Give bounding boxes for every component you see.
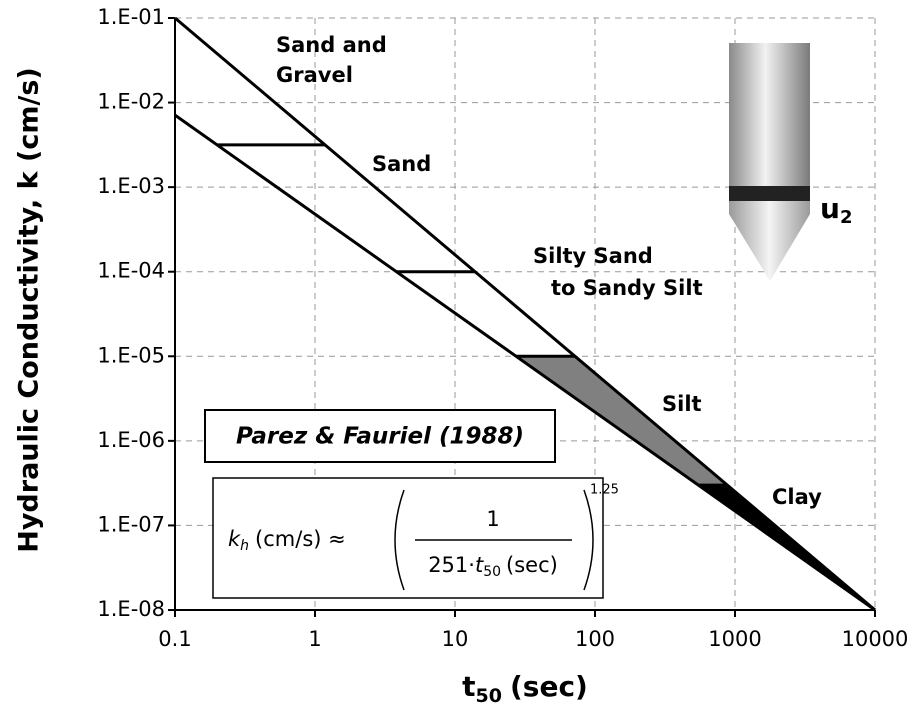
formula-k-sub: h	[240, 538, 249, 554]
probe-filter	[729, 186, 810, 201]
x-axis-label-sub: 50	[476, 685, 502, 707]
y-tick-label: 1.E-03	[97, 174, 165, 198]
zone-label: Sand and	[276, 33, 387, 57]
x-tick-label: 0.1	[158, 627, 191, 651]
y-tick-label: 1.E-07	[97, 512, 165, 536]
paren-left	[394, 489, 405, 591]
y-tick-label: 1.E-02	[97, 90, 165, 114]
probe-icon	[729, 43, 810, 281]
probe-label-main: u	[820, 192, 840, 225]
x-tick-label: 1000	[708, 627, 761, 651]
reference-box	[204, 409, 556, 463]
zone-label: Silty Sand	[533, 244, 653, 268]
x-axis-label-rest: (sec)	[510, 670, 588, 703]
zone-label: Clay	[772, 485, 822, 509]
zone-label: Sand	[372, 152, 431, 176]
probe-label: u2	[820, 192, 852, 228]
zone-label: to Sandy Silt	[551, 276, 703, 300]
formula-lhs-rest: (cm/s) ≈	[255, 527, 346, 551]
x-tick-label: 10	[442, 627, 469, 651]
formula: kh (cm/s) ≈ 1 251·t50 (sec) 1.25	[228, 483, 619, 591]
x-axis-label-main: t	[462, 670, 475, 703]
probe-body	[729, 43, 810, 186]
formula-box	[212, 477, 604, 599]
y-axis-label: Hydraulic Conductivity, k (cm/s)	[14, 67, 45, 553]
y-tick-label: 1.E-01	[97, 5, 165, 29]
probe-cone	[729, 214, 810, 281]
y-tick-label: 1.E-06	[97, 428, 165, 452]
formula-den-coef: 251·	[428, 553, 475, 577]
formula-k: k	[228, 527, 241, 551]
x-tick-label: 1	[308, 627, 321, 651]
y-tick-label: 1.E-08	[97, 597, 165, 621]
y-tick-label: 1.E-05	[97, 343, 165, 367]
boundary-line	[174, 113, 876, 612]
formula-lhs: kh (cm/s) ≈	[228, 527, 346, 554]
formula-numerator: 1	[486, 507, 499, 531]
boundary-line	[174, 16, 876, 612]
formula-den-sub: 50	[483, 564, 501, 580]
y-tick-label: 1.E-04	[97, 259, 165, 283]
x-tick-label: 100	[575, 627, 615, 651]
x-tick-label: 10000	[842, 627, 909, 651]
zone-label: Silt	[662, 392, 702, 416]
formula-denominator: 251·t50 (sec)	[428, 553, 558, 580]
formula-den-rest: (sec)	[506, 553, 558, 577]
probe-band	[729, 201, 810, 214]
formula-exponent: 1.25	[590, 483, 619, 498]
zone-label: Gravel	[276, 63, 353, 87]
reference: Parez & Fauriel (1988)	[236, 424, 524, 450]
probe-label-sub: 2	[840, 207, 853, 228]
x-axis-label: t50 (sec)	[462, 670, 588, 707]
zone-fill	[516, 356, 728, 486]
paren-right	[583, 489, 594, 591]
formula-den-t: t	[475, 553, 484, 577]
